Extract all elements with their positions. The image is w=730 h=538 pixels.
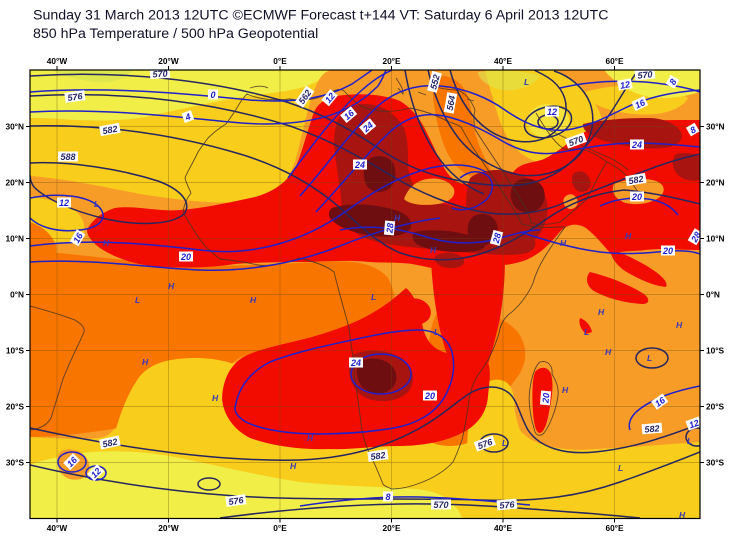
- svg-text:552: 552: [428, 73, 442, 90]
- svg-text:30°N: 30°N: [706, 122, 725, 132]
- svg-text:40°E: 40°E: [494, 56, 513, 66]
- svg-text:H: H: [394, 213, 401, 223]
- svg-text:40°W: 40°W: [47, 56, 68, 66]
- svg-text:H: H: [250, 295, 257, 305]
- svg-text:570: 570: [567, 134, 585, 149]
- svg-text:0: 0: [210, 90, 215, 100]
- svg-text:20°N: 20°N: [5, 178, 24, 188]
- svg-text:L: L: [434, 327, 439, 337]
- svg-text:L: L: [135, 295, 140, 305]
- svg-text:576: 576: [499, 499, 516, 510]
- svg-text:582: 582: [628, 174, 645, 186]
- svg-text:H: H: [168, 281, 175, 291]
- svg-text:20°N: 20°N: [706, 178, 725, 188]
- svg-text:588: 588: [60, 152, 75, 162]
- svg-text:0°N: 0°N: [10, 290, 24, 300]
- svg-text:H: H: [562, 385, 569, 395]
- svg-text:H: H: [290, 461, 297, 471]
- svg-text:582: 582: [102, 437, 119, 450]
- svg-text:H: H: [212, 393, 219, 403]
- svg-text:4: 4: [183, 111, 192, 122]
- svg-text:20°W: 20°W: [158, 56, 179, 66]
- svg-text:570: 570: [637, 69, 653, 81]
- svg-text:12: 12: [59, 198, 69, 208]
- svg-text:40°E: 40°E: [494, 523, 513, 533]
- svg-text:582: 582: [644, 423, 660, 434]
- svg-text:H: H: [142, 357, 149, 367]
- svg-text:L: L: [618, 463, 623, 473]
- svg-text:H: H: [605, 347, 612, 357]
- svg-text:30°S: 30°S: [706, 458, 725, 468]
- svg-text:564: 564: [445, 95, 457, 112]
- svg-text:20: 20: [180, 252, 191, 262]
- svg-text:570: 570: [152, 68, 168, 79]
- svg-text:8: 8: [385, 492, 390, 502]
- svg-text:10°S: 10°S: [6, 346, 25, 356]
- svg-text:Sunday 31 March 2013 12UTC ©EC: Sunday 31 March 2013 12UTC ©ECMWF Foreca…: [33, 8, 608, 24]
- svg-text:20°W: 20°W: [158, 523, 179, 533]
- svg-text:H: H: [676, 320, 683, 330]
- svg-text:60°E: 60°E: [605, 56, 624, 66]
- svg-text:570: 570: [433, 500, 448, 510]
- svg-text:576: 576: [228, 495, 245, 507]
- svg-text:8: 8: [688, 124, 697, 135]
- svg-text:28: 28: [689, 230, 703, 245]
- svg-text:12: 12: [547, 107, 557, 117]
- svg-text:8: 8: [667, 77, 678, 86]
- svg-text:24: 24: [354, 160, 365, 170]
- svg-text:12: 12: [688, 418, 701, 431]
- svg-text:10°S: 10°S: [706, 346, 725, 356]
- svg-text:H: H: [103, 238, 110, 248]
- svg-text:28: 28: [491, 232, 504, 245]
- svg-text:L: L: [94, 199, 99, 209]
- svg-text:0°E: 0°E: [273, 523, 287, 533]
- svg-text:850 hPa Temperature / 500 hPa: 850 hPa Temperature / 500 hPa Geopotenti…: [33, 26, 318, 42]
- svg-text:20: 20: [631, 192, 642, 202]
- svg-text:12: 12: [619, 79, 631, 91]
- svg-text:20: 20: [424, 391, 435, 401]
- svg-text:20°S: 20°S: [706, 402, 725, 412]
- svg-text:582: 582: [370, 450, 386, 462]
- svg-text:576: 576: [67, 91, 84, 103]
- svg-text:20°S: 20°S: [6, 402, 25, 412]
- svg-text:H: H: [560, 238, 567, 248]
- svg-text:0°N: 0°N: [706, 290, 720, 300]
- svg-text:H: H: [679, 510, 686, 520]
- svg-text:H: H: [598, 307, 605, 317]
- svg-text:20°E: 20°E: [382, 56, 401, 66]
- svg-text:28: 28: [384, 223, 395, 235]
- svg-text:L: L: [647, 353, 652, 363]
- svg-text:H: H: [430, 245, 437, 255]
- svg-text:60°E: 60°E: [605, 523, 624, 533]
- svg-text:30°S: 30°S: [6, 458, 25, 468]
- svg-text:582: 582: [102, 124, 119, 136]
- svg-text:20: 20: [662, 246, 673, 256]
- svg-text:L: L: [687, 436, 692, 446]
- svg-text:10°N: 10°N: [706, 234, 725, 244]
- svg-text:L: L: [584, 327, 589, 337]
- svg-text:30°N: 30°N: [5, 122, 24, 132]
- svg-text:40°W: 40°W: [47, 523, 68, 533]
- svg-text:L: L: [524, 77, 529, 87]
- svg-text:20: 20: [540, 393, 551, 405]
- svg-text:H: H: [625, 231, 632, 241]
- svg-text:L: L: [502, 438, 507, 448]
- svg-text:10°N: 10°N: [5, 234, 24, 244]
- svg-text:20°E: 20°E: [382, 523, 401, 533]
- svg-text:12: 12: [323, 91, 337, 105]
- svg-text:0°E: 0°E: [273, 56, 287, 66]
- svg-text:H: H: [307, 433, 314, 443]
- svg-text:24: 24: [350, 358, 361, 368]
- svg-text:L: L: [371, 292, 376, 302]
- svg-text:24: 24: [631, 140, 642, 150]
